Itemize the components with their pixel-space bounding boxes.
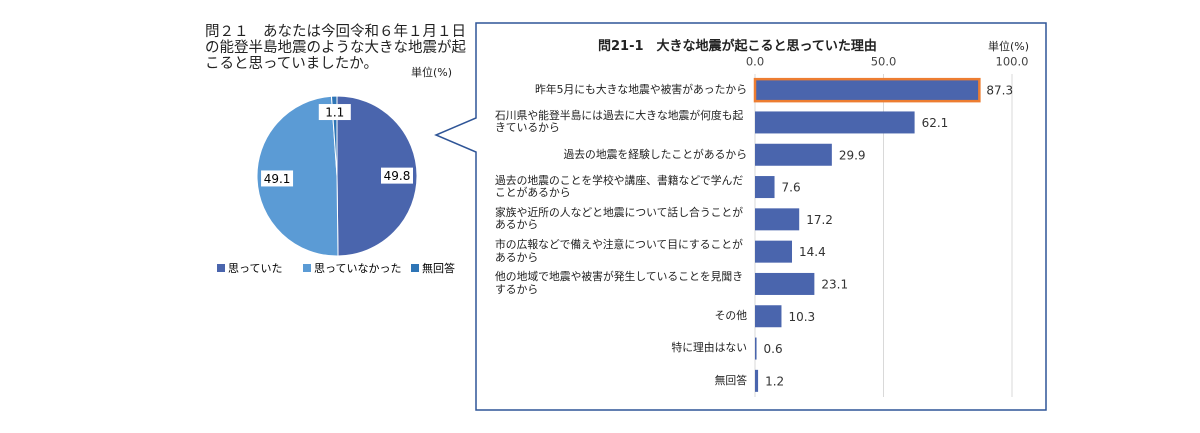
data-label: 14.4	[799, 245, 826, 259]
category-label-row: 無回答	[495, 365, 747, 397]
category-label-row: 過去の地震を経験したことがあるから	[495, 139, 747, 171]
data-label: 1.1	[325, 106, 344, 120]
y-tick-label: 家族や近所の人などと地震について話し合うことがあるから	[495, 205, 744, 232]
pie-slice	[256, 95, 339, 257]
bar	[755, 240, 793, 263]
pie-slice	[336, 95, 418, 257]
y-tick-label: 昨年5月にも大きな地震や被害があったから	[534, 82, 747, 96]
data-label: 87.3	[986, 84, 1013, 98]
data-label: 49.1	[264, 172, 291, 186]
data-label: 7.6	[782, 181, 801, 195]
y-tick-label: その他	[714, 309, 747, 322]
data-label: 49.8	[384, 169, 411, 183]
y-tick-label: 市の広報などで備えや注意について目にすることがあるから	[495, 238, 743, 264]
bar	[755, 176, 775, 199]
legend-label: 思っていなかった	[314, 262, 401, 275]
category-label-row: 他の地域で地震や被害が発生していることを見聞きするから	[495, 268, 747, 300]
category-label-row: 石川県や能登半島には過去に大きな地震が何度も起きているから	[495, 106, 747, 138]
category-label-row: 過去の地震のことを学校や講座、書籍などで学んだことがあるから	[495, 171, 747, 203]
bar-title: 問21-1 大きな地震が起こると思っていた理由	[598, 39, 877, 54]
pie-unit: 単位(%)	[411, 66, 453, 79]
data-label: 23.1	[821, 277, 848, 291]
category-label-row: 市の広報などで備えや注意について目にすることがあるから	[495, 236, 747, 268]
data-label-box	[318, 104, 351, 121]
category-label-row: 昨年5月にも大きな地震や被害があったから	[495, 74, 747, 106]
bar	[755, 208, 800, 231]
y-tick-label: 石川県や能登半島には過去に大きな地震が何度も起きているから	[495, 108, 744, 135]
bar	[755, 369, 759, 392]
data-label-box	[261, 170, 294, 187]
bar	[753, 77, 981, 103]
bar	[755, 272, 815, 295]
category-label-row: 家族や近所の人などと地震について話し合うことがあるから	[495, 203, 747, 235]
legend-swatch	[303, 264, 311, 272]
data-label: 1.2	[765, 374, 784, 388]
legend-label: 思っていた	[228, 262, 282, 275]
y-tick-label: 特に理由はない	[671, 341, 747, 355]
x-tick-label: 100.0	[996, 55, 1029, 69]
legend-swatch	[411, 264, 419, 272]
bar	[755, 143, 832, 166]
data-label-box	[380, 167, 413, 184]
bar	[755, 111, 915, 134]
category-label-row: 特に理由はない	[495, 333, 747, 365]
bar	[755, 305, 782, 328]
bar-unit: 単位(%)	[988, 40, 1030, 53]
y-tick-label: 無回答	[714, 373, 747, 387]
x-tick-label: 0.0	[746, 55, 764, 69]
data-label: 0.6	[764, 342, 783, 356]
data-label: 62.1	[922, 116, 949, 130]
y-tick-label: 過去の地震を経験したことがあるから	[563, 147, 747, 161]
y-tick-label: 他の地域で地震や被害が発生していることを見聞きするから	[495, 270, 744, 296]
data-label: 29.9	[839, 148, 866, 162]
y-tick-label: 過去の地震のことを学校や講座、書籍などで学んだことがあるから	[495, 173, 744, 200]
data-label: 17.2	[806, 213, 833, 227]
bar	[755, 337, 757, 360]
legend-label: 無回答	[422, 261, 455, 275]
legend-swatch	[217, 264, 225, 272]
data-label: 10.3	[788, 310, 815, 324]
x-tick-label: 50.0	[871, 55, 897, 69]
category-label-row: その他	[495, 300, 747, 332]
pie-title: 問２１ あなたは今回令和６年１月１日の能登半島地震のような大きな地震が起こると思…	[205, 24, 466, 72]
